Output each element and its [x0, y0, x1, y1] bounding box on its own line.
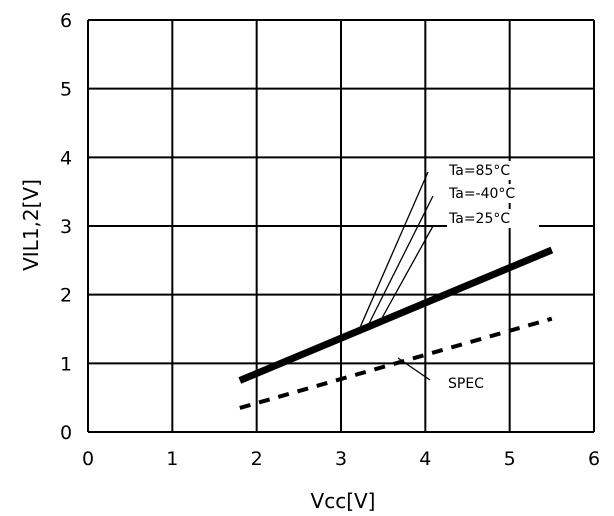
- x-tick-label: 0: [82, 448, 94, 470]
- x-tick-label: 5: [504, 448, 516, 470]
- annotation-leader: [378, 225, 434, 324]
- spec-label: SPEC: [448, 376, 484, 392]
- x-tick-label: 1: [166, 448, 178, 470]
- y-tick-label: 3: [60, 216, 72, 238]
- spec-line: [239, 316, 553, 410]
- annotations: Ta=85°C Ta=-40°C Ta=25°C SPEC: [357, 161, 539, 396]
- annotation-label: Ta=-40°C: [448, 186, 515, 202]
- annotation-leader: [365, 195, 434, 330]
- annotation-label: Ta=85°C: [448, 163, 510, 179]
- x-tick-label: 2: [251, 448, 263, 470]
- y-tick-label: 5: [60, 79, 72, 101]
- spec-label-bg: [440, 368, 502, 396]
- y-tick-label: 4: [60, 147, 72, 169]
- x-axis-label: Vcc[V]: [311, 489, 376, 513]
- annotation-leader: [357, 171, 429, 333]
- y-tick-label: 2: [60, 285, 72, 307]
- annotation-label: Ta=25°C: [448, 211, 510, 227]
- series-layer: [238, 246, 554, 410]
- x-tick-label: 4: [419, 448, 431, 470]
- y-tick-label: 1: [60, 353, 72, 375]
- y-tick-label: 0: [60, 422, 72, 444]
- tick-labels: 0 1 2 3 4 5 6 0 1 2 3 4 5 6: [60, 10, 600, 470]
- annotation-label-bg: [447, 209, 539, 228]
- y-axis-label: VIL1,2[V]: [19, 179, 43, 271]
- vil-line: [238, 246, 554, 384]
- spec-leader: [397, 357, 431, 381]
- y-tick-label: 6: [60, 10, 72, 32]
- x-tick-label: 3: [335, 448, 347, 470]
- annotation-label-bg: [447, 161, 539, 180]
- x-tick-label: 6: [588, 448, 600, 470]
- annotation-label-bg: [447, 184, 539, 203]
